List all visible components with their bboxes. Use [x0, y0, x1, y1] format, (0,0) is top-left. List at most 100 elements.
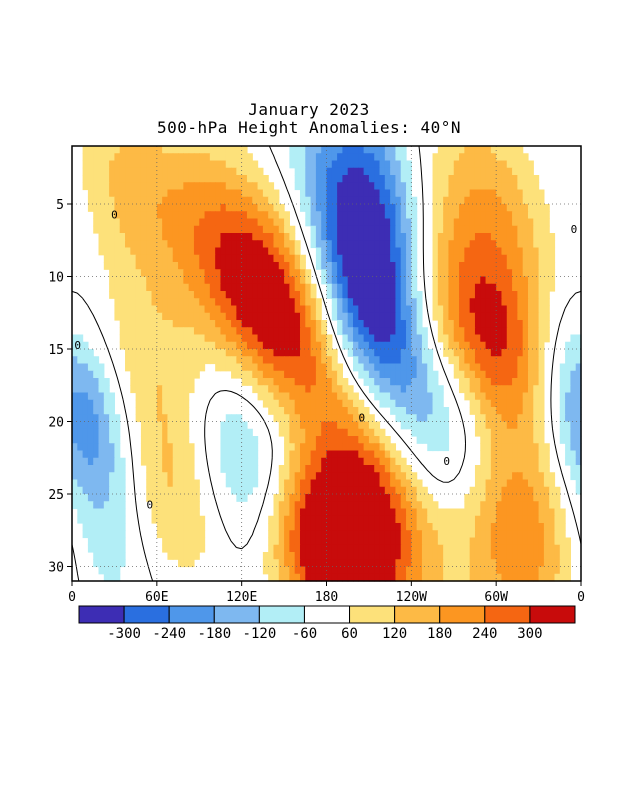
- field-cell: [395, 327, 402, 336]
- field-cell: [204, 356, 211, 365]
- contour-label: 0: [111, 209, 118, 222]
- field-cell: [517, 428, 524, 437]
- field-cell: [443, 247, 450, 256]
- field-cell: [512, 378, 518, 386]
- field-cell: [231, 421, 237, 430]
- field-cell: [98, 494, 105, 502]
- field-cell: [353, 262, 359, 270]
- field-cell: [421, 407, 428, 415]
- field-cell: [395, 450, 402, 459]
- field-cell: [437, 573, 444, 582]
- field-cell: [469, 407, 476, 415]
- field-cell: [262, 204, 269, 212]
- field-cell: [305, 283, 312, 292]
- field-cell: [130, 385, 137, 394]
- field-cell: [172, 349, 179, 357]
- field-cell: [358, 414, 365, 423]
- field-cell: [146, 327, 153, 336]
- field-cell: [522, 465, 529, 473]
- field-cell: [496, 515, 503, 524]
- field-cell: [103, 544, 110, 553]
- field-cell: [140, 385, 147, 394]
- field-cell: [178, 254, 184, 263]
- field-cell: [231, 211, 237, 220]
- field-cell: [305, 544, 312, 553]
- field-cell: [432, 421, 439, 430]
- field-cell: [326, 472, 333, 481]
- field-cell: [146, 450, 153, 459]
- field-cell: [103, 392, 110, 401]
- field-cell: [119, 291, 126, 299]
- field-cell: [231, 276, 237, 285]
- field-cell: [268, 312, 275, 321]
- field-cell: [305, 370, 312, 379]
- field-cell: [527, 211, 534, 220]
- field-cell: [284, 370, 290, 379]
- field-cell: [522, 472, 529, 481]
- field-cell: [220, 291, 227, 299]
- field-cell: [289, 146, 296, 154]
- field-cell: [183, 407, 190, 415]
- field-cell: [162, 153, 169, 162]
- field-cell: [236, 153, 243, 162]
- field-cell: [135, 356, 142, 365]
- field-cell: [289, 291, 296, 299]
- field-cell: [368, 465, 375, 473]
- field-cell: [501, 153, 508, 162]
- field-cell: [363, 428, 370, 437]
- field-cell: [114, 167, 121, 176]
- field-cell: [299, 414, 306, 423]
- field-cell: [384, 225, 391, 234]
- field-cell: [273, 537, 280, 546]
- field-cell: [215, 204, 222, 212]
- field-cell: [390, 523, 397, 531]
- field-cell: [299, 363, 306, 372]
- field-cell: [167, 465, 174, 473]
- field-cell: [443, 443, 450, 452]
- field-cell: [406, 501, 412, 510]
- field-cell: [416, 573, 423, 582]
- field-cell: [331, 175, 338, 183]
- field-cell: [72, 414, 78, 423]
- field-cell: [215, 291, 222, 299]
- field-cell: [125, 291, 131, 299]
- field-cell: [337, 240, 343, 249]
- field-cell: [278, 530, 285, 539]
- field-cell: [321, 465, 328, 473]
- field-cell: [337, 515, 343, 524]
- field-cell: [103, 167, 110, 176]
- field-cell: [268, 537, 275, 546]
- field-cell: [146, 349, 153, 357]
- field-cell: [496, 523, 503, 531]
- field-cell: [358, 407, 365, 415]
- field-cell: [130, 160, 137, 169]
- field-cell: [231, 334, 237, 343]
- field-cell: [400, 472, 407, 481]
- field-cell: [533, 327, 540, 336]
- field-cell: [278, 378, 285, 386]
- field-cell: [114, 544, 121, 553]
- field-cell: [368, 523, 375, 531]
- field-cell: [527, 175, 534, 183]
- field-cell: [252, 436, 259, 444]
- field-cell: [480, 421, 487, 430]
- field-cell: [299, 465, 306, 473]
- field-cell: [421, 428, 428, 437]
- field-cell: [188, 508, 195, 517]
- field-cell: [130, 356, 137, 365]
- field-cell: [156, 160, 163, 169]
- field-cell: [379, 146, 386, 154]
- field-cell: [464, 283, 471, 292]
- field-cell: [485, 327, 492, 336]
- field-cell: [236, 414, 243, 423]
- field-cell: [448, 276, 455, 285]
- field-cell: [469, 225, 476, 234]
- field-cell: [506, 552, 513, 560]
- field-cell: [178, 537, 184, 546]
- field-cell: [294, 552, 301, 560]
- field-cell: [337, 566, 343, 575]
- field-cell: [469, 196, 476, 205]
- field-cell: [337, 428, 343, 437]
- field-cell: [310, 414, 317, 423]
- field-cell: [347, 399, 354, 408]
